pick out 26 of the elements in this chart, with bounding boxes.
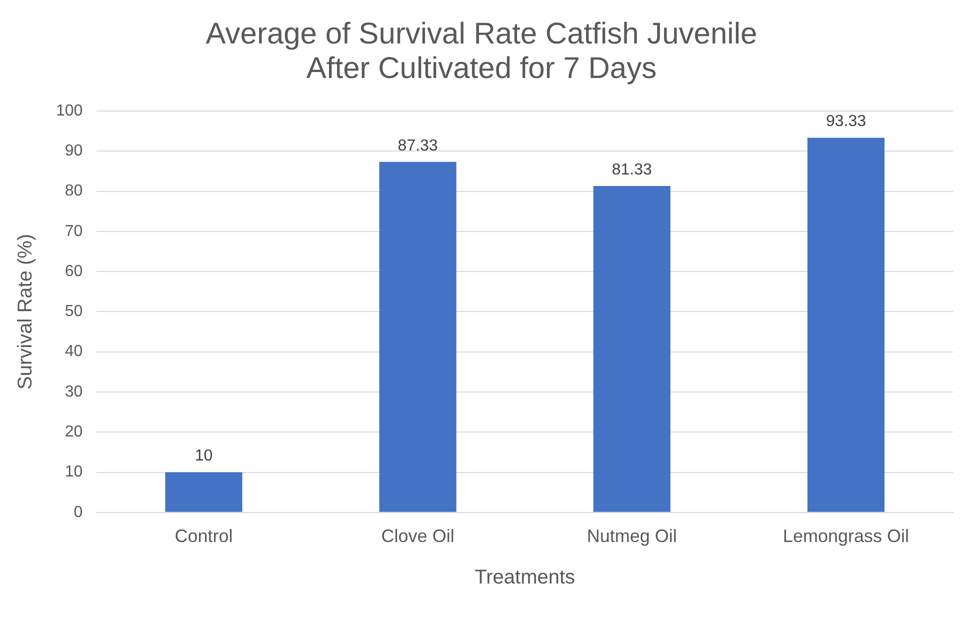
y-tick-label: 100	[56, 102, 83, 120]
data-label: 93.33	[826, 113, 866, 130]
bar	[379, 162, 456, 512]
y-tick-label: 40	[64, 343, 83, 360]
x-tick-label: Control	[174, 526, 233, 546]
y-tick-label: 80	[64, 182, 83, 200]
x-axis-title: Treatments	[474, 566, 576, 589]
data-label: 10	[194, 448, 213, 465]
x-tick-label: Clove Oil	[381, 526, 454, 546]
y-tick-label: 60	[64, 262, 83, 280]
x-tick-label: Nutmeg Oil	[586, 526, 677, 546]
y-tick-label: 70	[64, 222, 83, 240]
data-label: 81.33	[612, 161, 652, 178]
bar	[807, 138, 884, 512]
x-tick-label: Lemongrass Oil	[782, 526, 909, 546]
y-tick-label: 50	[64, 303, 83, 320]
bar	[593, 186, 670, 512]
y-tick-label: 30	[64, 383, 83, 400]
chart-title: Average of Survival Rate Catfish Juvenile After Cultivated for 7 Days	[206, 18, 758, 86]
data-label: 87.33	[398, 137, 438, 154]
y-tick-label: 10	[64, 464, 83, 481]
y-axis-title: Survival Rate (%)	[14, 234, 37, 390]
bar	[165, 472, 242, 512]
y-tick-label: 90	[64, 142, 83, 160]
y-tick-label: 20	[64, 424, 83, 441]
y-tick-label: 0	[74, 504, 83, 521]
